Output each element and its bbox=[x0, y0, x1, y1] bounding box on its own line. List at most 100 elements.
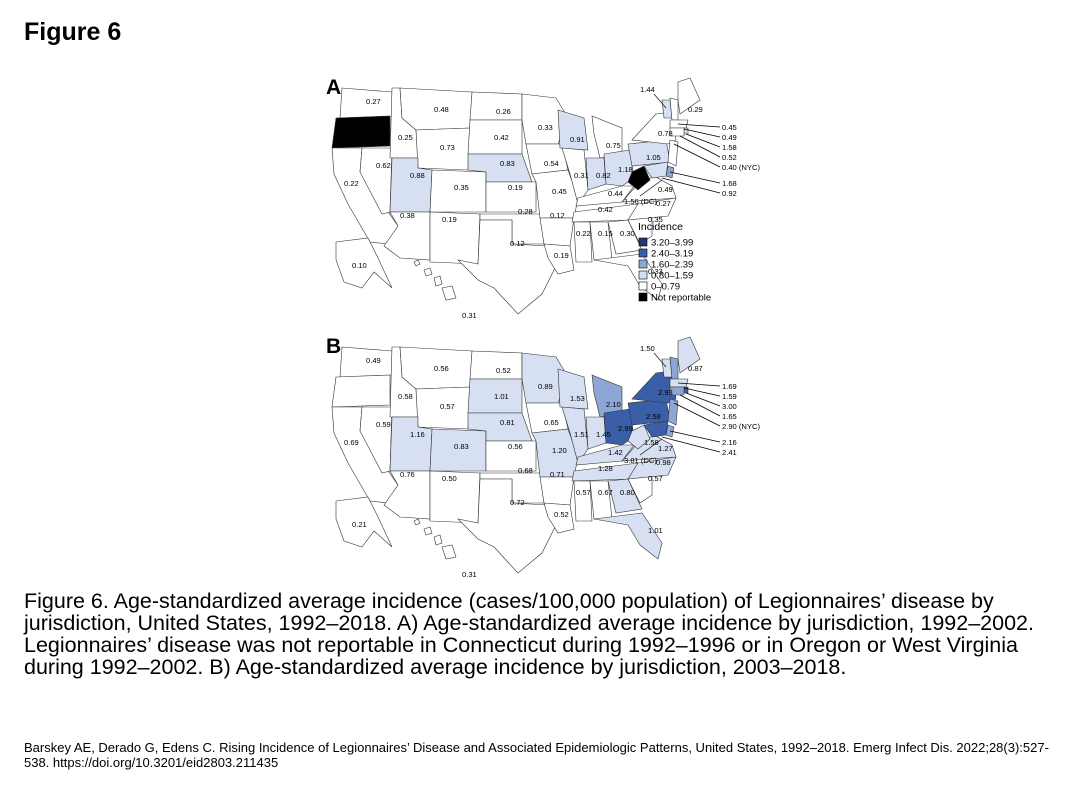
callout-line-ri bbox=[685, 392, 721, 407]
state-label-vt: 1.44 bbox=[640, 85, 655, 94]
state-label-oh: 2.99 bbox=[618, 424, 633, 433]
state-label-wv: 1.58 bbox=[644, 438, 659, 447]
us-map-b: 0.49 0.58 0.56 0.57 1.16 0.83 0.59 0.69 0.76 0.50… bbox=[331, 336, 760, 579]
state-label-mo: 0.45 bbox=[552, 187, 567, 196]
state-label-ky: 1.42 bbox=[608, 448, 623, 457]
state-nv bbox=[359, 406, 393, 474]
state-label-mi: 2.10 bbox=[606, 400, 621, 409]
state-label-mi: 0.75 bbox=[606, 141, 621, 150]
callout-line-md bbox=[661, 436, 721, 453]
callout-line-nh bbox=[677, 382, 721, 387]
state-label-il: 0.31 bbox=[574, 171, 589, 180]
state-or bbox=[331, 374, 391, 408]
state-nj bbox=[667, 398, 679, 426]
state-label-mt: 0.48 bbox=[434, 105, 449, 114]
state-hi-island-2 bbox=[433, 534, 443, 546]
state-va bbox=[621, 175, 677, 203]
state-label-ks: 0.56 bbox=[508, 442, 523, 451]
state-ar bbox=[539, 217, 575, 247]
state-label-id: 0.25 bbox=[398, 133, 413, 142]
state-label-wi: 0.91 bbox=[570, 135, 585, 144]
state-me bbox=[677, 336, 701, 374]
callout-label-nyc: 0.40 (NYC) bbox=[722, 163, 760, 172]
callout-label-nyc: 2.90 (NYC) bbox=[722, 422, 760, 431]
map-panel-a: A 0.27 0.25 0.48 0.73 0.88 0.35 0.62 0.22 0.38 0.… bbox=[322, 74, 762, 320]
state-al bbox=[589, 480, 613, 520]
state-label-wy: 0.57 bbox=[440, 402, 455, 411]
callout-line-ct bbox=[679, 394, 721, 417]
state-label-ks: 0.19 bbox=[508, 183, 523, 192]
state-ms bbox=[573, 221, 593, 263]
state-al bbox=[589, 221, 613, 261]
callout-label-nh: 0.45 bbox=[722, 123, 737, 132]
state-ak bbox=[335, 496, 393, 548]
state-ak bbox=[335, 237, 393, 289]
state-label-nd: 0.26 bbox=[496, 107, 511, 116]
callout-line-md bbox=[661, 177, 721, 194]
state-md bbox=[643, 161, 669, 179]
state-label-wy: 0.73 bbox=[440, 143, 455, 152]
callout-line-ct bbox=[679, 135, 721, 158]
state-label-mn: 0.33 bbox=[538, 123, 553, 132]
state-label-nv: 0.62 bbox=[376, 161, 391, 170]
state-or bbox=[331, 115, 391, 149]
legend-swatch-4 bbox=[638, 281, 648, 291]
state-nv bbox=[359, 147, 393, 215]
figure-caption: Figure 6. Age-standardized average incid… bbox=[24, 589, 1034, 679]
state-label-ok: 0.68 bbox=[518, 466, 533, 475]
state-label-ga: 0.80 bbox=[620, 488, 635, 497]
state-label-la: 0.52 bbox=[554, 510, 569, 519]
state-label-hi: 0.31 bbox=[462, 570, 477, 579]
state-label-me: 0.87 bbox=[688, 364, 703, 373]
state-ar bbox=[539, 476, 575, 506]
state-wi bbox=[557, 368, 589, 410]
state-label-ok: 0.28 bbox=[518, 207, 533, 216]
state-label-va: 1.27 bbox=[658, 444, 673, 453]
state-label-co: 0.35 bbox=[454, 183, 469, 192]
state-label-ky: 0.44 bbox=[608, 189, 623, 198]
state-label-va: 0.49 bbox=[658, 185, 673, 194]
state-hi-island-2 bbox=[433, 275, 443, 287]
state-label-ak: 0.21 bbox=[352, 520, 367, 529]
callout-label-ri: 3.00 bbox=[722, 402, 737, 411]
state-label-id: 0.58 bbox=[398, 392, 413, 401]
state-label-tn: 0.42 bbox=[598, 205, 613, 214]
state-label-sd: 1.01 bbox=[494, 392, 509, 401]
state-tx bbox=[457, 219, 559, 315]
callout-line-ma bbox=[683, 387, 721, 397]
state-label-ca: 0.22 bbox=[344, 179, 359, 188]
state-label-nd: 0.52 bbox=[496, 366, 511, 375]
callout-label-dc: 1.56 (DC) bbox=[624, 197, 657, 206]
legend-label-5: Not reportable bbox=[651, 293, 711, 304]
state-hi bbox=[413, 518, 421, 526]
callout-line-vt bbox=[653, 93, 667, 109]
state-label-pa: 1.05 bbox=[646, 153, 661, 162]
state-nc bbox=[627, 456, 677, 480]
legend-title: Incidence bbox=[638, 221, 683, 233]
state-hi-island-1 bbox=[423, 526, 433, 536]
legend-swatch-2 bbox=[638, 259, 648, 269]
state-ms bbox=[573, 480, 593, 522]
legend-swatch-0 bbox=[638, 237, 648, 247]
panel-letter-a: A bbox=[326, 76, 342, 99]
state-label-nm: 0.50 bbox=[442, 474, 457, 483]
state-label-la: 0.19 bbox=[554, 251, 569, 260]
state-label-wa: 0.27 bbox=[366, 97, 381, 106]
state-ky bbox=[575, 444, 635, 466]
legend-label-2: 1.60–2.39 bbox=[651, 260, 693, 271]
legend-swatch-3 bbox=[638, 270, 648, 280]
state-label-tx: 0.72 bbox=[510, 498, 525, 507]
state-ks bbox=[485, 181, 537, 213]
state-ga bbox=[607, 478, 643, 514]
state-label-ar: 0.12 bbox=[550, 211, 565, 220]
state-label-wi: 1.53 bbox=[570, 394, 585, 403]
callout-label-ma: 1.59 bbox=[722, 392, 737, 401]
state-label-ia: 0.54 bbox=[544, 159, 559, 168]
legend-swatch-5 bbox=[638, 292, 648, 302]
callout-label-md: 0.92 bbox=[722, 189, 737, 198]
state-label-ia: 0.65 bbox=[544, 418, 559, 427]
state-wv bbox=[627, 165, 651, 191]
map-panel-b: B 0.49 0.58 0.56 0.57 1.16 0.83 0.59 0.69 0.76 0.… bbox=[322, 333, 762, 579]
state-label-in: 1.45 bbox=[596, 430, 611, 439]
state-ct bbox=[669, 127, 685, 137]
